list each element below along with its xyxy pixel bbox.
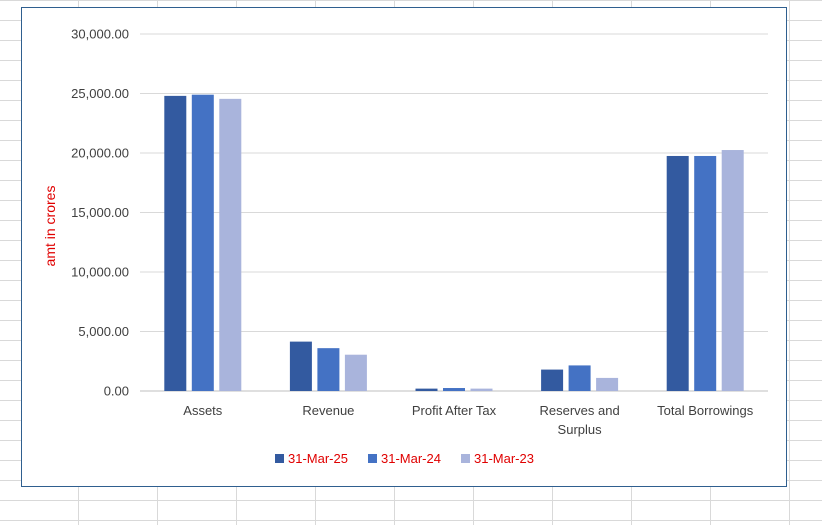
y-axis-label: amt in crores <box>42 186 58 267</box>
bar[interactable] <box>694 155 717 391</box>
x-tick-label: Revenue <box>302 403 354 418</box>
legend-label: 31-Mar-25 <box>288 451 348 466</box>
x-axis-ticks: Assets Revenue Profit After Tax Reserves an… <box>183 403 753 437</box>
bar[interactable] <box>191 94 214 391</box>
bar[interactable] <box>415 388 438 391</box>
legend-item[interactable]: 31-Mar-25 <box>275 451 348 466</box>
x-tick-label: Total Borrowings <box>657 403 754 418</box>
x-tick-label: Assets <box>183 403 223 418</box>
bar[interactable] <box>317 348 340 391</box>
bar[interactable] <box>344 354 367 391</box>
legend-swatch <box>275 454 284 463</box>
legend[interactable]: 31-Mar-25 31-Mar-24 31-Mar-23 <box>275 451 534 466</box>
x-tick-label: Profit After Tax <box>412 403 497 418</box>
bar-chart: 0.00 5,000.00 10,000.00 15,000.00 20,000.00 2… <box>42 27 768 466</box>
bar[interactable] <box>596 377 619 391</box>
legend-item[interactable]: 31-Mar-23 <box>461 451 534 466</box>
bar[interactable] <box>164 95 187 391</box>
bar[interactable] <box>568 365 591 391</box>
y-axis-ticks: 0.00 5,000.00 10,000.00 15,000.00 20,000.00 2… <box>71 27 129 399</box>
legend-swatch <box>461 454 470 463</box>
legend-item[interactable]: 31-Mar-24 <box>368 451 441 466</box>
legend-label: 31-Mar-23 <box>474 451 534 466</box>
y-tick-label: 10,000.00 <box>71 265 129 280</box>
legend-swatch <box>368 454 377 463</box>
bar[interactable] <box>219 98 242 391</box>
y-tick-label: 20,000.00 <box>71 146 129 161</box>
gridlines <box>140 33 768 392</box>
y-tick-label: 15,000.00 <box>71 205 129 220</box>
legend-label: 31-Mar-24 <box>381 451 441 466</box>
x-tick-label: Reserves and Surplus <box>539 403 619 437</box>
bar[interactable] <box>541 369 564 391</box>
bar[interactable] <box>289 341 312 391</box>
y-tick-label: 30,000.00 <box>71 27 129 42</box>
chart-container[interactable]: 0.00 5,000.00 10,000.00 15,000.00 20,000.00 2… <box>21 7 787 487</box>
bar[interactable] <box>470 388 493 391</box>
bar[interactable] <box>666 155 689 391</box>
bar[interactable] <box>721 150 744 391</box>
bars <box>164 94 744 391</box>
y-tick-label: 0.00 <box>104 384 129 399</box>
y-tick-label: 5,000.00 <box>78 324 129 339</box>
y-tick-label: 25,000.00 <box>71 86 129 101</box>
bar[interactable] <box>443 388 465 391</box>
